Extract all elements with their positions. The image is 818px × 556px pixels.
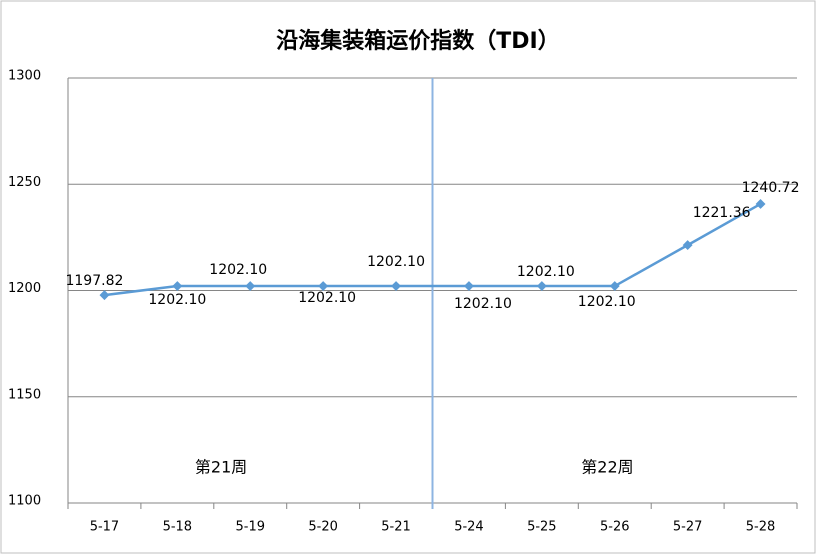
chart-title: 沿海集装箱运价指数（TDI）	[276, 28, 559, 54]
y-tick-label: 1300	[8, 69, 41, 84]
point	[464, 281, 474, 291]
x-tick-label: 5-26	[600, 520, 630, 535]
y-tick-label: 1250	[8, 175, 41, 190]
y-tick-label: 1200	[8, 281, 41, 296]
data-label: 1202.10	[578, 294, 636, 310]
data-label: 1240.72	[742, 180, 800, 196]
x-tick-label: 5-20	[308, 520, 338, 535]
annotation: 第21周	[195, 458, 247, 477]
x-tick-label: 5-24	[454, 520, 484, 535]
point	[318, 281, 329, 291]
x-tick-label: 5-28	[746, 520, 776, 535]
series-line	[104, 202, 762, 297]
point	[245, 281, 256, 291]
point	[609, 281, 620, 291]
point	[682, 240, 693, 251]
point	[755, 199, 766, 209]
data-label: 1202.10	[209, 262, 267, 278]
data-label: 1202.10	[298, 290, 356, 306]
data-label: 1202.10	[367, 254, 425, 270]
y-tick-label: 1150	[8, 387, 41, 402]
data-label: 1221.36	[693, 205, 751, 221]
data-label: 1202.10	[148, 292, 206, 308]
data-label: 1202.10	[517, 264, 575, 280]
x-tick-label: 5-21	[381, 520, 411, 535]
x-tick-label: 5-17	[90, 520, 120, 535]
annotation: 第22周	[581, 458, 633, 477]
x-tick-label: 5-18	[163, 520, 193, 535]
point	[536, 281, 547, 291]
x-tick-label: 5-27	[673, 520, 703, 535]
data-label: 1202.10	[454, 296, 512, 312]
point	[172, 281, 183, 291]
x-tick-label: 5-19	[235, 520, 265, 535]
y-tick-label: 1100	[8, 494, 41, 509]
x-tick-label: 5-25	[527, 520, 557, 535]
point	[391, 281, 401, 291]
data-label: 1197.82	[65, 273, 123, 289]
